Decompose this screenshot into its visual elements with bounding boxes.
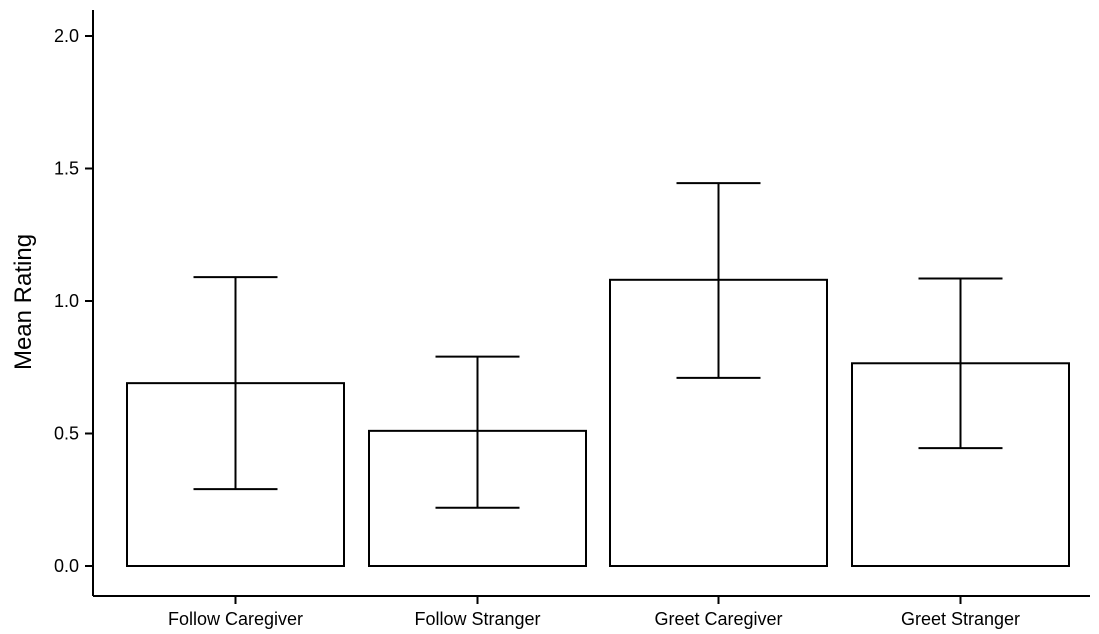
- x-tick-label: Greet Stranger: [901, 609, 1020, 629]
- x-tick-label: Greet Caregiver: [654, 609, 782, 629]
- y-tick-label: 1.0: [54, 291, 79, 311]
- y-axis-title: Mean Rating: [10, 234, 37, 370]
- bars: [126, 278, 1070, 567]
- y-tick-label: 0.0: [54, 556, 79, 576]
- x-tick-label: Follow Stranger: [414, 609, 540, 629]
- x-axis: Follow Caregiver Follow Stranger Greet Car…: [93, 595, 1090, 629]
- y-tick-label: 2.0: [54, 26, 79, 46]
- y-tick-label: 1.5: [54, 159, 79, 179]
- x-tick-label: Follow Caregiver: [168, 609, 303, 629]
- y-tick-label: 0.5: [54, 424, 79, 444]
- error-bars: [193, 182, 1003, 509]
- y-axis: 0.0 0.5 1.0 1.5 2.0: [54, 10, 94, 596]
